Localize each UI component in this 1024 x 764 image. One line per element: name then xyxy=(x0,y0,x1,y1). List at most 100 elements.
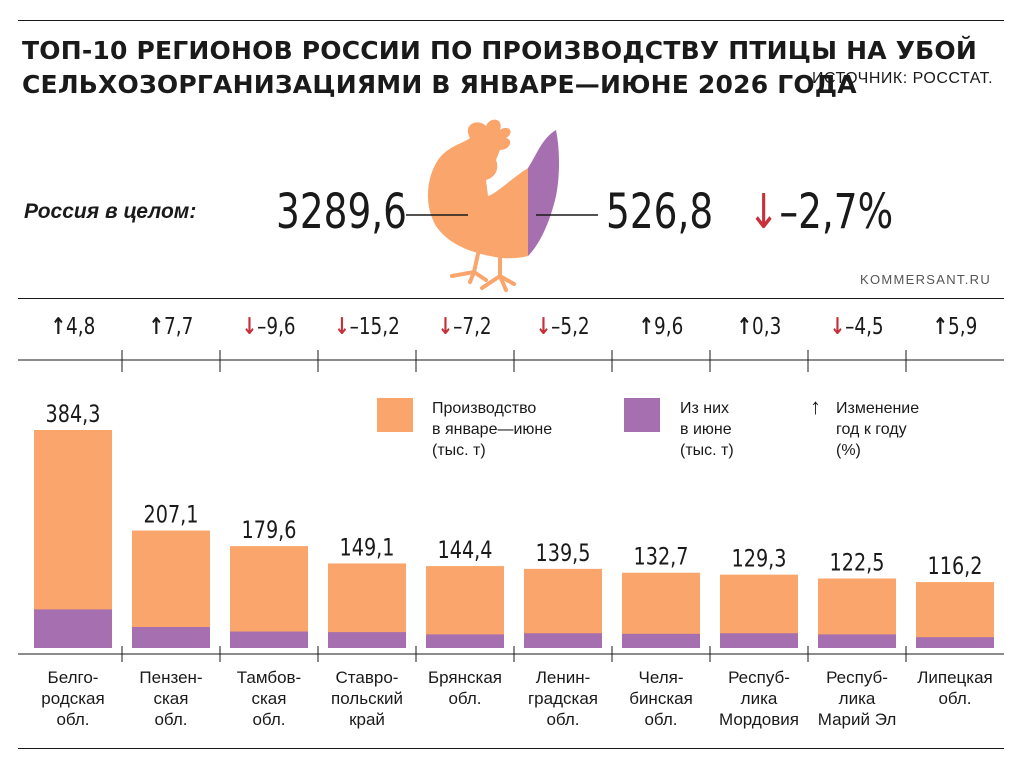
change-label-1: ↑7,7 xyxy=(122,314,220,340)
category-label-line: Ставро- xyxy=(335,668,399,687)
category-label-line: польский xyxy=(331,689,403,708)
arrow-down-icon: ↓ xyxy=(334,314,350,340)
arrow-up-icon: ↑ xyxy=(148,314,165,340)
bar-value-label-4: 144,4 xyxy=(438,537,493,565)
category-label-line: лика xyxy=(740,689,778,708)
bar-value-label-5: 139,5 xyxy=(536,540,591,568)
category-label-3: Ставро-польский край xyxy=(318,667,416,730)
category-label-9: Липецкая обл. xyxy=(906,667,1004,709)
change-value: 4,8 xyxy=(66,314,96,340)
legend-june-swatch xyxy=(624,398,660,432)
title-line-1: ТОП-10 РЕГИОНОВ РОССИИ ПО ПРОИЗВОДСТВУ П… xyxy=(22,36,978,65)
bar-june-6 xyxy=(622,633,700,648)
chicken-legs-icon xyxy=(450,252,516,292)
legend-production-line-2: в январе—июне xyxy=(432,421,553,438)
change-value: –9,6 xyxy=(257,314,296,340)
category-label-5: Ленин-градская обл. xyxy=(514,667,612,730)
change-label-6: ↑9,6 xyxy=(612,314,710,340)
legend-change-line-3: (%) xyxy=(836,442,861,459)
change-value: –5,2 xyxy=(551,314,590,340)
category-label-1: Пензен-ская обл. xyxy=(122,667,220,730)
bar-june-2 xyxy=(230,631,308,648)
arrow-up-icon: ↑ xyxy=(50,314,67,340)
title-line-2: СЕЛЬХОЗОРГАНИЗАЦИЯМИ В ЯНВАРЕ—ИЮНЕ 2026 … xyxy=(22,70,857,99)
change-label-7: ↑0,3 xyxy=(710,314,808,340)
bar-production-9 xyxy=(916,582,994,648)
category-label-line: Респуб- xyxy=(728,668,790,687)
change-value: –15,2 xyxy=(349,314,400,340)
legend-production-line-3: (тыс. т) xyxy=(432,442,486,459)
bar-june-9 xyxy=(916,637,994,648)
legend-arrow-up-icon: ↑ xyxy=(810,394,821,419)
category-label-line: Липецкая xyxy=(917,668,993,687)
category-label-line: обл. xyxy=(448,689,482,708)
change-label-0: ↑4,8 xyxy=(24,314,122,340)
category-label-line: Челя- xyxy=(638,668,684,687)
bar-value-label-3: 149,1 xyxy=(340,534,395,562)
bar-value-label-8: 122,5 xyxy=(830,550,885,578)
change-label-2: ↓–9,6 xyxy=(220,314,318,340)
category-label-line: Брянская xyxy=(428,668,502,687)
legend-production-line-1: Производство xyxy=(432,400,537,417)
x-axis-ticks xyxy=(121,646,907,662)
category-label-line: бинская xyxy=(629,689,693,708)
bar-value-label-2: 179,6 xyxy=(242,517,297,545)
category-label-line: обл. xyxy=(644,710,678,729)
chart-title: ТОП-10 РЕГИОНОВ РОССИИ ПО ПРОИЗВОДСТВУ П… xyxy=(22,34,977,102)
category-label-line: обл. xyxy=(546,710,580,729)
change-value: 7,7 xyxy=(164,314,194,340)
bar-value-label-1: 207,1 xyxy=(144,502,199,530)
bar-label-group: 384,3 207,1 179,6 149,1 144,4 139,5 132,7 129,3… xyxy=(46,401,983,581)
category-label-line: Респуб- xyxy=(826,668,888,687)
category-label-line: Пензен- xyxy=(139,668,203,687)
russia-change: ↓–2,7% xyxy=(748,184,893,240)
category-label-line: обл. xyxy=(938,689,972,708)
arrow-down-icon: ↓ xyxy=(438,314,454,340)
category-label-8: Респуб-лика Марий Эл xyxy=(808,667,906,730)
change-row-ticks xyxy=(121,350,907,372)
arrow-up-icon: ↑ xyxy=(638,314,655,340)
category-label-7: Респуб-лика Мордовия xyxy=(710,667,808,730)
bar-value-label-7: 129,3 xyxy=(732,546,787,574)
category-label-line: обл. xyxy=(252,710,286,729)
legend-production-label: Производство в январе—июне (тыс. т) xyxy=(432,398,552,461)
bar-june-4 xyxy=(426,634,504,648)
watermark: KOMMERSANT.RU xyxy=(860,272,992,287)
bar-value-label-0: 384,3 xyxy=(46,401,101,429)
category-label-line: обл. xyxy=(154,710,188,729)
bar-june-8 xyxy=(818,634,896,648)
category-label-line: Тамбов- xyxy=(236,668,302,687)
source-note: ИСТОЧНИК: РОССТАТ. xyxy=(812,70,994,87)
arrow-up-icon: ↑ xyxy=(932,314,949,340)
legend-change-line-2: год к году xyxy=(836,421,907,438)
chicken-tail-icon xyxy=(528,130,559,256)
bar-june-3 xyxy=(328,632,406,648)
arrow-down-icon: ↓ xyxy=(536,314,552,340)
chicken-body-icon xyxy=(427,119,528,259)
mid-rule xyxy=(18,298,1004,299)
category-label-line: Марий Эл xyxy=(817,710,897,729)
arrow-up-icon: ↑ xyxy=(736,314,753,340)
bar-june-0 xyxy=(34,609,112,648)
category-label-6: Челя-бинская обл. xyxy=(612,667,710,730)
legend-june-line-3: (тыс. т) xyxy=(680,442,734,459)
bottom-rule xyxy=(18,748,1004,749)
down-arrow-icon: ↓ xyxy=(748,184,780,240)
russia-change-value: –2,7% xyxy=(779,184,894,240)
change-label-4: ↓–7,2 xyxy=(416,314,514,340)
arrow-down-icon: ↓ xyxy=(242,314,258,340)
bar-group xyxy=(34,430,994,648)
change-value: 9,6 xyxy=(654,314,684,340)
chicken-illustration xyxy=(427,119,559,292)
category-label-line: обл. xyxy=(56,710,90,729)
category-label-line: лика xyxy=(838,689,876,708)
top-rule xyxy=(18,20,1004,21)
change-value: 0,3 xyxy=(752,314,782,340)
bar-june-1 xyxy=(132,627,210,648)
legend-production-swatch xyxy=(377,398,413,432)
category-label-2: Тамбов-ская обл. xyxy=(220,667,318,730)
bar-value-label-6: 132,7 xyxy=(634,544,689,572)
bar-value-label-9: 116,2 xyxy=(928,553,983,581)
change-value: 5,9 xyxy=(948,314,978,340)
